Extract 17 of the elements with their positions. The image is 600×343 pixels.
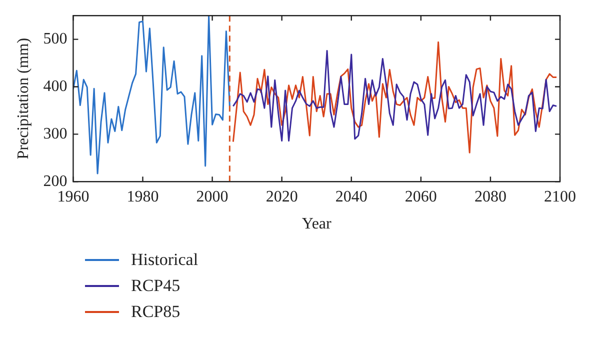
x-tick-label: 2000	[196, 188, 228, 206]
x-tick-label: 1980	[126, 188, 159, 206]
x-tick-label: 2080	[474, 188, 506, 206]
legend-label: Historical	[131, 250, 198, 270]
legend-label: RCP85	[131, 302, 180, 322]
x-axis-title: Year	[302, 216, 332, 233]
y-tick-label: 200	[43, 172, 68, 190]
y-tick-label: 300	[43, 125, 68, 142]
x-tick-label: 1960	[57, 188, 90, 206]
x-tick-label: 2060	[404, 188, 437, 206]
y-axis-title: Precipitation (mm)	[14, 38, 32, 160]
legend-label: RCP45	[131, 276, 180, 296]
y-tick-label: 400	[43, 78, 68, 95]
x-tick-label: 2040	[335, 188, 368, 206]
x-tick-label: 2100	[544, 188, 576, 206]
x-tick-label: 2020	[266, 188, 298, 206]
y-tick-label: 500	[43, 30, 68, 48]
